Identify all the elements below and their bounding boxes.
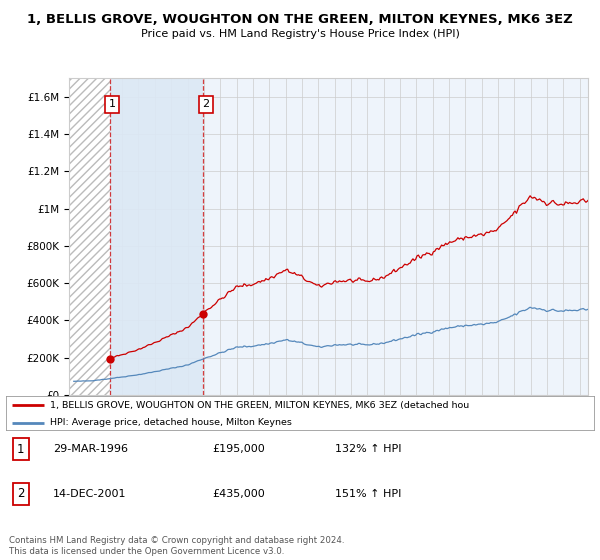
Text: 14-DEC-2001: 14-DEC-2001 xyxy=(53,489,127,499)
Text: 151% ↑ HPI: 151% ↑ HPI xyxy=(335,489,401,499)
Text: 132% ↑ HPI: 132% ↑ HPI xyxy=(335,444,402,454)
Text: Price paid vs. HM Land Registry's House Price Index (HPI): Price paid vs. HM Land Registry's House … xyxy=(140,29,460,39)
Text: 29-MAR-1996: 29-MAR-1996 xyxy=(53,444,128,454)
Text: 1: 1 xyxy=(17,442,25,456)
Text: 2: 2 xyxy=(202,100,209,109)
Text: £195,000: £195,000 xyxy=(212,444,265,454)
Text: 1, BELLIS GROVE, WOUGHTON ON THE GREEN, MILTON KEYNES, MK6 3EZ: 1, BELLIS GROVE, WOUGHTON ON THE GREEN, … xyxy=(27,13,573,26)
Text: 1, BELLIS GROVE, WOUGHTON ON THE GREEN, MILTON KEYNES, MK6 3EZ (detached hou: 1, BELLIS GROVE, WOUGHTON ON THE GREEN, … xyxy=(50,401,469,410)
Text: 2: 2 xyxy=(17,487,25,501)
Bar xyxy=(69,78,110,395)
Bar xyxy=(110,78,203,395)
Text: Contains HM Land Registry data © Crown copyright and database right 2024.
This d: Contains HM Land Registry data © Crown c… xyxy=(9,536,344,556)
Text: 1: 1 xyxy=(109,100,116,109)
Text: £435,000: £435,000 xyxy=(212,489,265,499)
Text: HPI: Average price, detached house, Milton Keynes: HPI: Average price, detached house, Milt… xyxy=(50,418,292,427)
